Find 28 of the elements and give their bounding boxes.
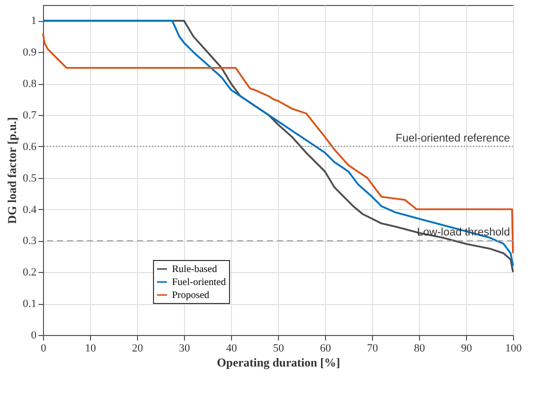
y-tick-label: 0.4 [22, 204, 37, 216]
x-tick-label: 0 [40, 342, 47, 354]
x-tick-label: 20 [132, 342, 144, 354]
legend-label: Fuel-oriented [172, 277, 226, 288]
y-tick-label: 0.3 [22, 235, 37, 248]
x-axis-title: Operating duration [%] [216, 356, 340, 370]
x-tick-label: 60 [320, 342, 332, 354]
x-tick-label: 50 [273, 342, 284, 354]
x-tick-label: 30 [179, 342, 190, 354]
x-tick-label: 100 [505, 342, 522, 354]
y-tick-label: 1 [31, 15, 36, 28]
y-tick-label: 0.1 [22, 298, 36, 310]
x-tick-label: 10 [85, 342, 96, 354]
x-tick-label: 40 [226, 342, 238, 354]
ref-line-label: Fuel-oriented reference [396, 132, 510, 144]
legend-label: Proposed [172, 290, 210, 301]
y-tick-label: 0.8 [22, 78, 37, 90]
y-tick-label: 0.9 [22, 46, 37, 59]
y-tick-label: 0.5 [22, 172, 37, 184]
y-tick-label: 0.6 [22, 140, 37, 153]
y-tick-label: 0.7 [22, 110, 37, 122]
y-tick-label: 0.2 [22, 266, 36, 279]
x-tick-label: 80 [414, 342, 426, 354]
x-tick-label: 90 [461, 342, 472, 354]
x-tick-label: 70 [367, 342, 378, 354]
y-axis-title: DG load factor [p.u.] [4, 117, 19, 224]
y-tick-label: 0 [31, 330, 37, 342]
legend-label: Rule-based [172, 264, 217, 275]
